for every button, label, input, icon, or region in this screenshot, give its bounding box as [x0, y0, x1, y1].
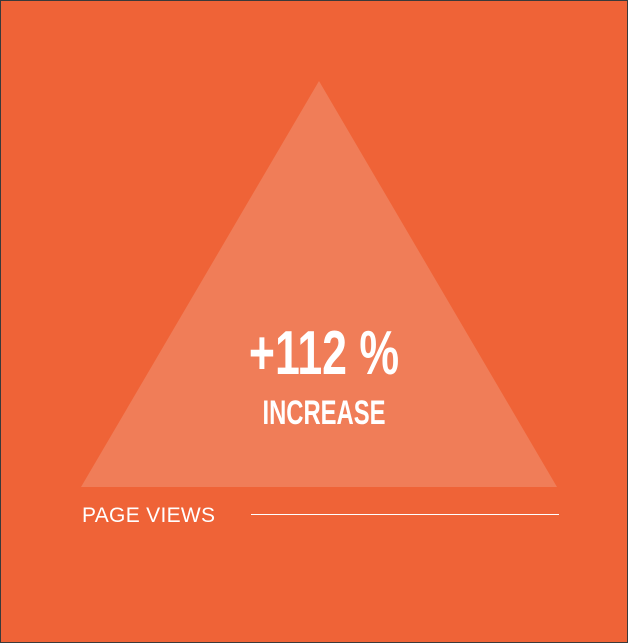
stat-value: +112 %	[248, 319, 400, 388]
footer-label: PAGE VIEWS	[82, 504, 216, 527]
footer-divider	[251, 514, 559, 515]
stat-label: INCREASE	[262, 394, 386, 432]
triangle-shape-fill	[81, 81, 557, 487]
